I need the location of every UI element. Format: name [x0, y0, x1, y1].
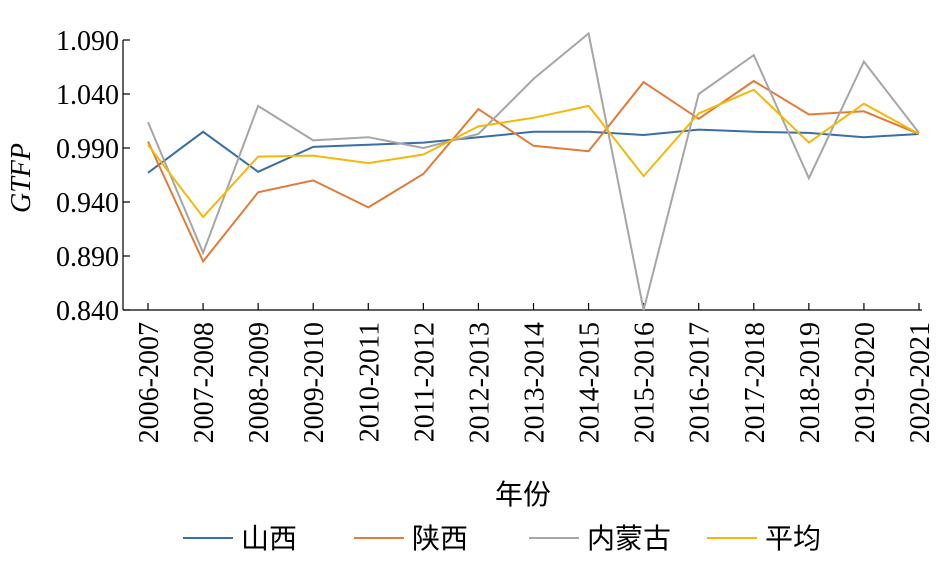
y-tick-label: 0.940: [56, 188, 119, 219]
x-tick-label: 2009-2010: [299, 322, 330, 443]
x-tick-label: 2006-2007: [134, 322, 165, 443]
x-tick-label: 2010-2011: [354, 322, 385, 442]
y-tick-label: 1.040: [56, 80, 119, 111]
x-tick-label: 2013-2014: [520, 322, 551, 443]
series-line-2: [147, 31, 920, 311]
legend-label: 山西: [241, 522, 297, 555]
x-tick-label: 2012-2013: [464, 322, 495, 443]
x-tick-label: 2019-2020: [850, 322, 881, 443]
series-group: [147, 31, 920, 311]
series-line-1: [147, 79, 920, 264]
legend: 山西 陕西 内蒙古 平均: [183, 522, 821, 555]
axes-group: 0.840 0.890 0.940 0.990 1.040 1.090 2006-2007 2…: [56, 26, 936, 443]
series-line-0: [147, 128, 920, 174]
y-axis-title: GTFP: [6, 143, 37, 213]
x-tick-label: 2008-2009: [244, 322, 275, 443]
x-tick-label: 2015-2016: [630, 322, 661, 443]
y-tick-label: 0.990: [56, 134, 119, 165]
y-tick-label: 0.890: [56, 242, 119, 273]
x-tick-label: 2014-2015: [575, 322, 606, 443]
x-tick-label: 2018-2019: [795, 322, 826, 443]
x-tick-label: 2020-2021: [905, 322, 936, 443]
legend-label: 陕西: [412, 522, 468, 555]
x-axis-title: 年份: [495, 478, 551, 511]
x-tick-label: 2017-2018: [740, 322, 771, 443]
x-tick-label: 2011-2012: [409, 322, 440, 442]
x-tick-label: 2016-2017: [685, 322, 716, 443]
y-tick-label: 0.840: [56, 296, 119, 327]
series-line-3: [147, 88, 920, 219]
legend-label: 内蒙古: [587, 522, 671, 555]
x-tick-label: 2007-2008: [189, 322, 220, 443]
y-tick-label: 1.090: [56, 26, 119, 57]
legend-label: 平均: [765, 522, 821, 555]
